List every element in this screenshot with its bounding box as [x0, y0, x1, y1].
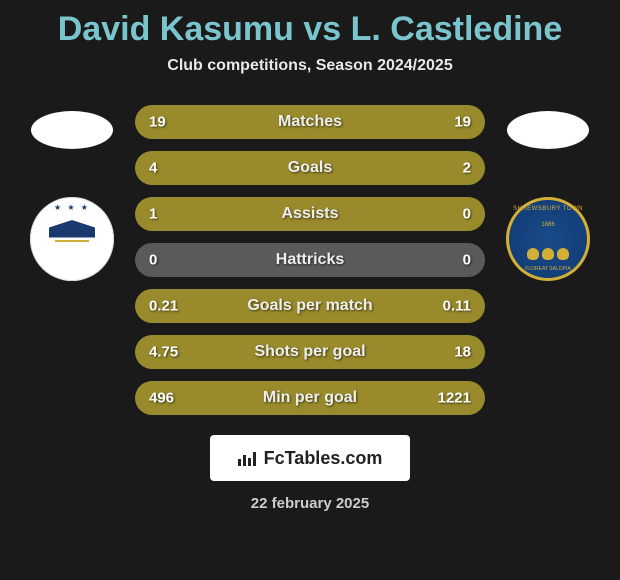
stats-column: Matches 19 19 Goals 4 2 Assists 1 0 Hattricks 0 0 Go… [135, 105, 485, 415]
page-title: David Kasumu vs L. Castledine [0, 10, 620, 49]
badge-lions-icon [527, 248, 569, 260]
subtitle: Club competitions, Season 2024/2025 [0, 57, 620, 75]
stat-row: Hattricks 0 0 [135, 243, 485, 277]
content-row: ★ ★ ★ Matches1919Goals42Assists10Hattric… [0, 105, 620, 415]
stat-value-left: 19 [149, 114, 166, 131]
stat-label: Goals [288, 159, 332, 177]
stat-value-left: 4 [149, 160, 157, 177]
stat-value-left: 0.21 [149, 298, 178, 315]
stat-label: Matches [278, 113, 342, 131]
footer-date: 22 february 2025 [0, 495, 620, 512]
stat-value-right: 0 [463, 206, 471, 223]
club-badge-right: SHREWSBURY TOWN 1886 FLOREAT SALOPIA [506, 197, 590, 281]
stat-label: Min per goal [263, 389, 357, 407]
stat-row: Matches 19 19 [135, 105, 485, 139]
stat-row: Assists 1 0 [135, 197, 485, 231]
stat-value-left: 0 [149, 252, 157, 269]
player-silhouette-right [507, 111, 589, 149]
footer-logo-text: FcTables.com [264, 448, 383, 469]
badge-arc-text: SHREWSBURY TOWN [513, 206, 583, 212]
right-side: SHREWSBURY TOWN 1886 FLOREAT SALOPIA [503, 105, 593, 281]
stat-label: Hattricks [276, 251, 344, 269]
stat-value-left: 1 [149, 206, 157, 223]
badge-stars-icon: ★ ★ ★ [54, 203, 90, 212]
stat-fill-left [135, 151, 370, 185]
badge-motto: FLOREAT SALOPIA [525, 266, 570, 272]
stat-value-right: 1221 [438, 390, 471, 407]
stat-row: Goals per match 0.21 0.11 [135, 289, 485, 323]
left-side: ★ ★ ★ [27, 105, 117, 281]
footer-logo: FcTables.com [210, 435, 410, 481]
player-silhouette-left [31, 111, 113, 149]
stat-value-right: 19 [454, 114, 471, 131]
club-badge-left: ★ ★ ★ [30, 197, 114, 281]
stat-value-left: 4.75 [149, 344, 178, 361]
stat-label: Shots per goal [254, 343, 365, 361]
stat-row: Goals 4 2 [135, 151, 485, 185]
badge-year: 1886 [541, 222, 554, 228]
stat-value-right: 18 [454, 344, 471, 361]
stat-row: Min per goal 496 1221 [135, 381, 485, 415]
badge-shield-icon [49, 220, 95, 270]
stat-label: Assists [282, 205, 339, 223]
stat-row: Shots per goal 4.75 18 [135, 335, 485, 369]
stat-label: Goals per match [247, 297, 372, 315]
stat-value-right: 0 [463, 252, 471, 269]
bar-chart-icon [238, 450, 258, 466]
stat-value-left: 496 [149, 390, 174, 407]
stat-value-right: 0.11 [443, 298, 471, 315]
stat-value-right: 2 [463, 160, 471, 177]
comparison-card: David Kasumu vs L. Castledine Club compe… [0, 0, 620, 580]
